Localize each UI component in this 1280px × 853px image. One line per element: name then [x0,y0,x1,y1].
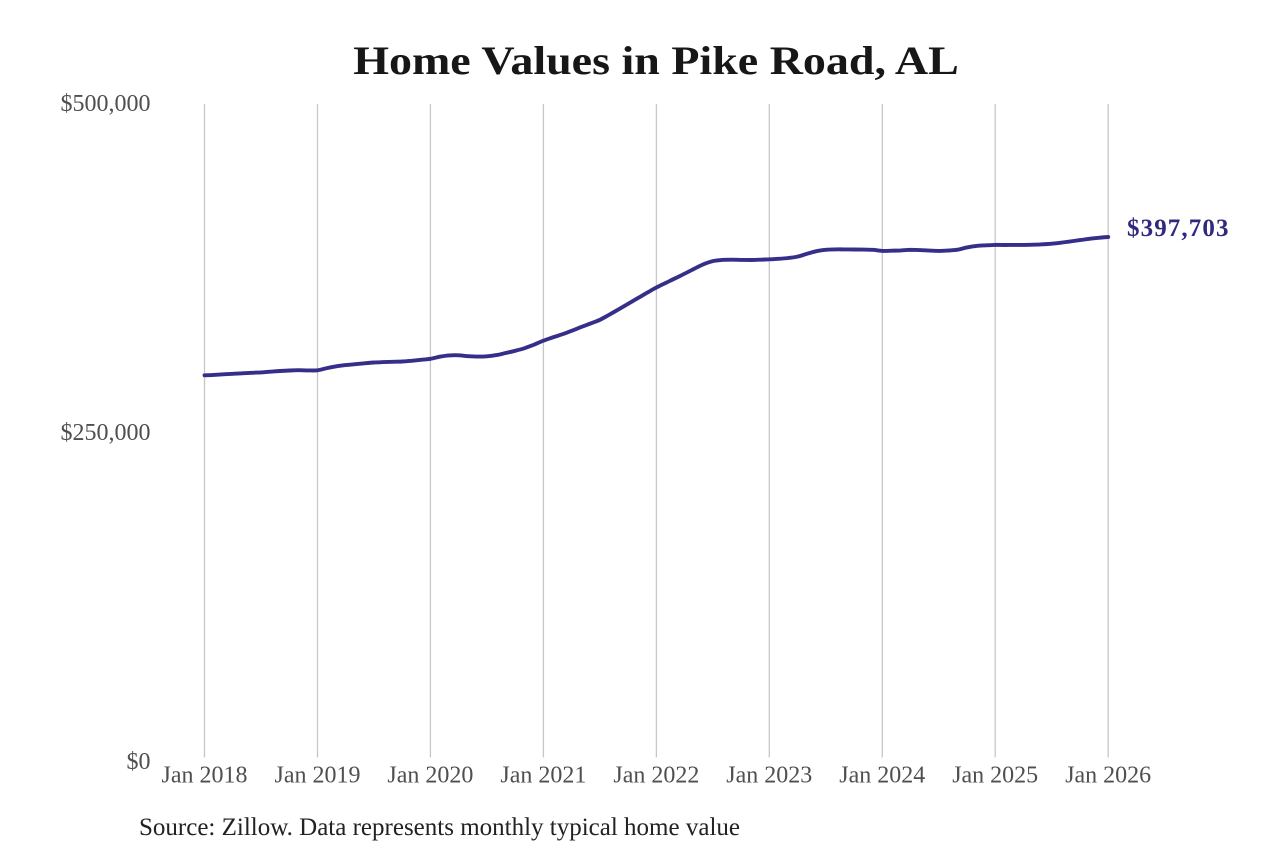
svg-text:Source: Zillow. Data represent: Source: Zillow. Data represents monthly … [139,814,740,841]
svg-text:Jan 2018: Jan 2018 [162,763,248,789]
svg-text:$0: $0 [127,749,151,775]
svg-text:Jan 2023: Jan 2023 [726,763,812,789]
svg-text:$397,703: $397,703 [1127,215,1230,242]
svg-text:$250,000: $250,000 [61,420,151,446]
svg-text:Jan 2019: Jan 2019 [275,763,361,789]
svg-text:Jan 2022: Jan 2022 [613,763,699,789]
svg-text:$500,000: $500,000 [61,91,151,117]
svg-text:Jan 2026: Jan 2026 [1065,763,1151,789]
svg-text:Home Values in Pike Road, AL: Home Values in Pike Road, AL [353,40,959,84]
svg-text:Jan 2024: Jan 2024 [839,763,925,789]
svg-text:Jan 2025: Jan 2025 [952,763,1038,789]
svg-text:Jan 2020: Jan 2020 [387,763,473,789]
svg-text:Jan 2021: Jan 2021 [500,763,586,789]
